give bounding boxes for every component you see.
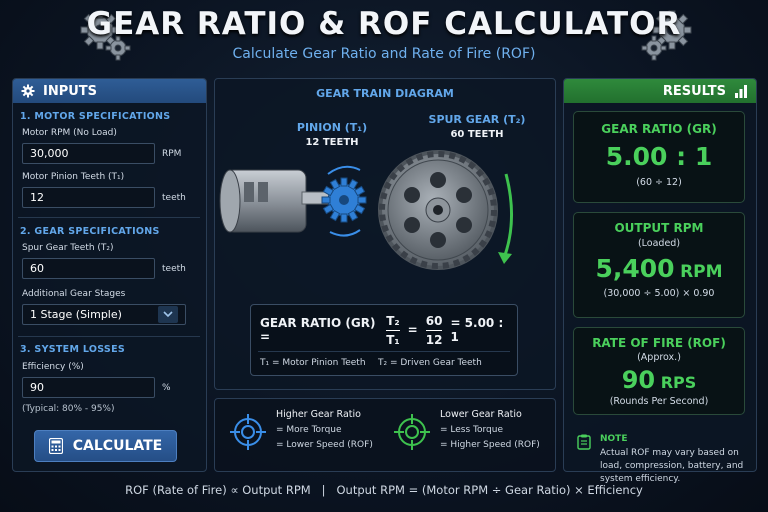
formula-fraction-values: 60 12: [425, 313, 443, 347]
output-rpm-sub: (Loaded): [637, 238, 681, 249]
rof-calc: (Rounds Per Second): [609, 396, 709, 407]
pinion-gear-icon: [321, 177, 367, 223]
loss-section-title: 3. SYSTEM LOSSES: [20, 344, 125, 355]
pinion-teeth-unit: teeth: [162, 193, 186, 203]
chevron-down-icon[interactable]: [158, 306, 178, 323]
formula-numerator: 60: [425, 313, 443, 328]
legend-t2: T₂ = Driven Gear Teeth: [378, 358, 482, 368]
output-rpm-value-row: 5,400 RPM: [574, 254, 744, 283]
inputs-heading: INPUTS: [43, 83, 98, 99]
footer-formula: ROF (Rate of Fire) ∝ Output RPM | Output…: [125, 483, 643, 497]
lower-ratio-title: Lower Gear Ratio: [440, 409, 522, 420]
motor-section-title: 1. MOTOR SPECIFICATIONS: [20, 111, 171, 122]
gear-ratio-formula: GEAR RATIO (GR) = T₂ T₁ = 60 12 = 5.00 :…: [260, 312, 510, 348]
rof-unit: RPS: [660, 373, 697, 392]
output-rpm-calc: (30,000 ÷ 5.00) × 0.90: [603, 288, 715, 299]
efficiency-label: Efficiency (%): [22, 362, 84, 372]
output-rpm-value: 5,400: [595, 254, 675, 283]
lower-ratio-speed: = Higher Speed (ROF): [440, 440, 540, 450]
settings-gear-icon: [21, 84, 35, 98]
rof-sub: (Approx.): [637, 352, 681, 363]
spur-gear-icon: [378, 150, 498, 270]
rof-value: 90: [621, 366, 656, 394]
page-subtitle: Calculate Gear Ratio and Rate of Fire (R…: [232, 46, 536, 62]
motor-rpm-input[interactable]: 30,000: [22, 143, 155, 164]
gear-stages-label: Additional Gear Stages: [22, 289, 126, 299]
gear-train-illustration: [219, 150, 513, 270]
motor-rpm-label: Motor RPM (No Load): [22, 128, 117, 138]
rof-value-row: 90 RPS: [574, 366, 744, 394]
rotation-arrow-icon: [329, 229, 361, 237]
pinion-teeth: 12 TEETH: [305, 137, 359, 148]
formula-label: GEAR RATIO (GR) =: [260, 316, 376, 344]
pinion-label: PINION (T₁): [296, 121, 368, 134]
page-title: GEAR RATIO & ROF CALCULATOR: [86, 6, 682, 42]
gear-ratio-card: GEAR RATIO (GR) 5.00 : 1 (60 ÷ 12): [573, 111, 745, 203]
gear-stages-value: 1 Stage (Simple): [30, 308, 122, 321]
output-rpm-card: OUTPUT RPM (Loaded) 5,400 RPM (30,000 ÷ …: [573, 212, 745, 318]
motor-icon: [219, 169, 337, 233]
crosshair-icon: [394, 414, 430, 450]
rotation-arrow-icon: [327, 165, 361, 175]
gear-icon: [641, 10, 692, 61]
spur-teeth-label: Spur Gear Teeth (T₂): [22, 243, 114, 253]
note-text: Actual ROF may vary based on load, compr…: [600, 448, 744, 484]
efficiency-unit: %: [162, 383, 171, 393]
pinion-teeth-label: Motor Pinion Teeth (T₁): [22, 172, 125, 182]
formula-t1: T₁: [386, 332, 400, 347]
rof-card: RATE OF FIRE (ROF) (Approx.) 90 RPS (Rou…: [573, 327, 745, 415]
efficiency-input[interactable]: 90: [22, 377, 155, 398]
output-rpm-title: OUTPUT RPM: [614, 221, 704, 235]
results-heading: RESULTS: [662, 83, 726, 99]
formula-divider: [258, 351, 510, 352]
formula-equals: =: [407, 323, 418, 337]
gear-ratio-title: GEAR RATIO (GR): [601, 122, 717, 136]
gear-ratio-calc: (60 ÷ 12): [636, 177, 682, 188]
diagram-title: GEAR TRAIN DIAGRAM: [316, 87, 454, 100]
gear-icon: [80, 10, 131, 61]
spur-teeth-input[interactable]: 60: [22, 258, 155, 279]
formula-denominator: 12: [425, 332, 443, 347]
comparison-box: [214, 398, 556, 472]
formula-box: [250, 304, 518, 376]
efficiency-hint: (Typical: 80% - 95%): [22, 404, 115, 414]
pinion-teeth-input[interactable]: 12: [22, 187, 155, 208]
crosshair-icon: [230, 414, 266, 450]
motor-rpm-unit: RPM: [162, 149, 182, 159]
lower-ratio-torque: = Less Torque: [440, 425, 504, 435]
higher-ratio-torque: = More Torque: [276, 425, 342, 435]
section-divider: [18, 217, 200, 218]
formula-t2: T₂: [386, 313, 400, 328]
results-header: RESULTS: [564, 79, 756, 103]
formula-result: = 5.00 : 1: [450, 316, 504, 344]
spur-teeth-unit: teeth: [162, 264, 186, 274]
note-title: NOTE: [600, 434, 628, 444]
formula-fraction-symbols: T₂ T₁: [386, 313, 400, 347]
legend-t1: T₁ = Motor Pinion Teeth: [260, 358, 366, 368]
calculate-label: CALCULATE: [72, 438, 163, 454]
section-divider: [18, 336, 200, 337]
bar-chart-icon: [735, 84, 747, 98]
calculate-button[interactable]: CALCULATE: [34, 430, 177, 462]
clipboard-icon: [577, 434, 591, 450]
gear-ratio-value: 5.00 : 1: [605, 142, 713, 171]
spur-teeth: 60 TEETH: [450, 129, 504, 140]
gear-section-title: 2. GEAR SPECIFICATIONS: [20, 226, 160, 237]
higher-ratio-title: Higher Gear Ratio: [276, 409, 361, 420]
rof-title: RATE OF FIRE (ROF): [592, 336, 726, 350]
spur-label: SPUR GEAR (T₂): [428, 113, 526, 126]
output-rpm-unit: RPM: [680, 262, 723, 282]
calculator-icon: [48, 438, 63, 454]
higher-ratio-speed: = Lower Speed (ROF): [276, 440, 373, 450]
rotation-arrow-icon: [502, 173, 513, 259]
inputs-header: INPUTS: [13, 79, 206, 103]
gear-stages-select[interactable]: 1 Stage (Simple): [22, 304, 186, 325]
